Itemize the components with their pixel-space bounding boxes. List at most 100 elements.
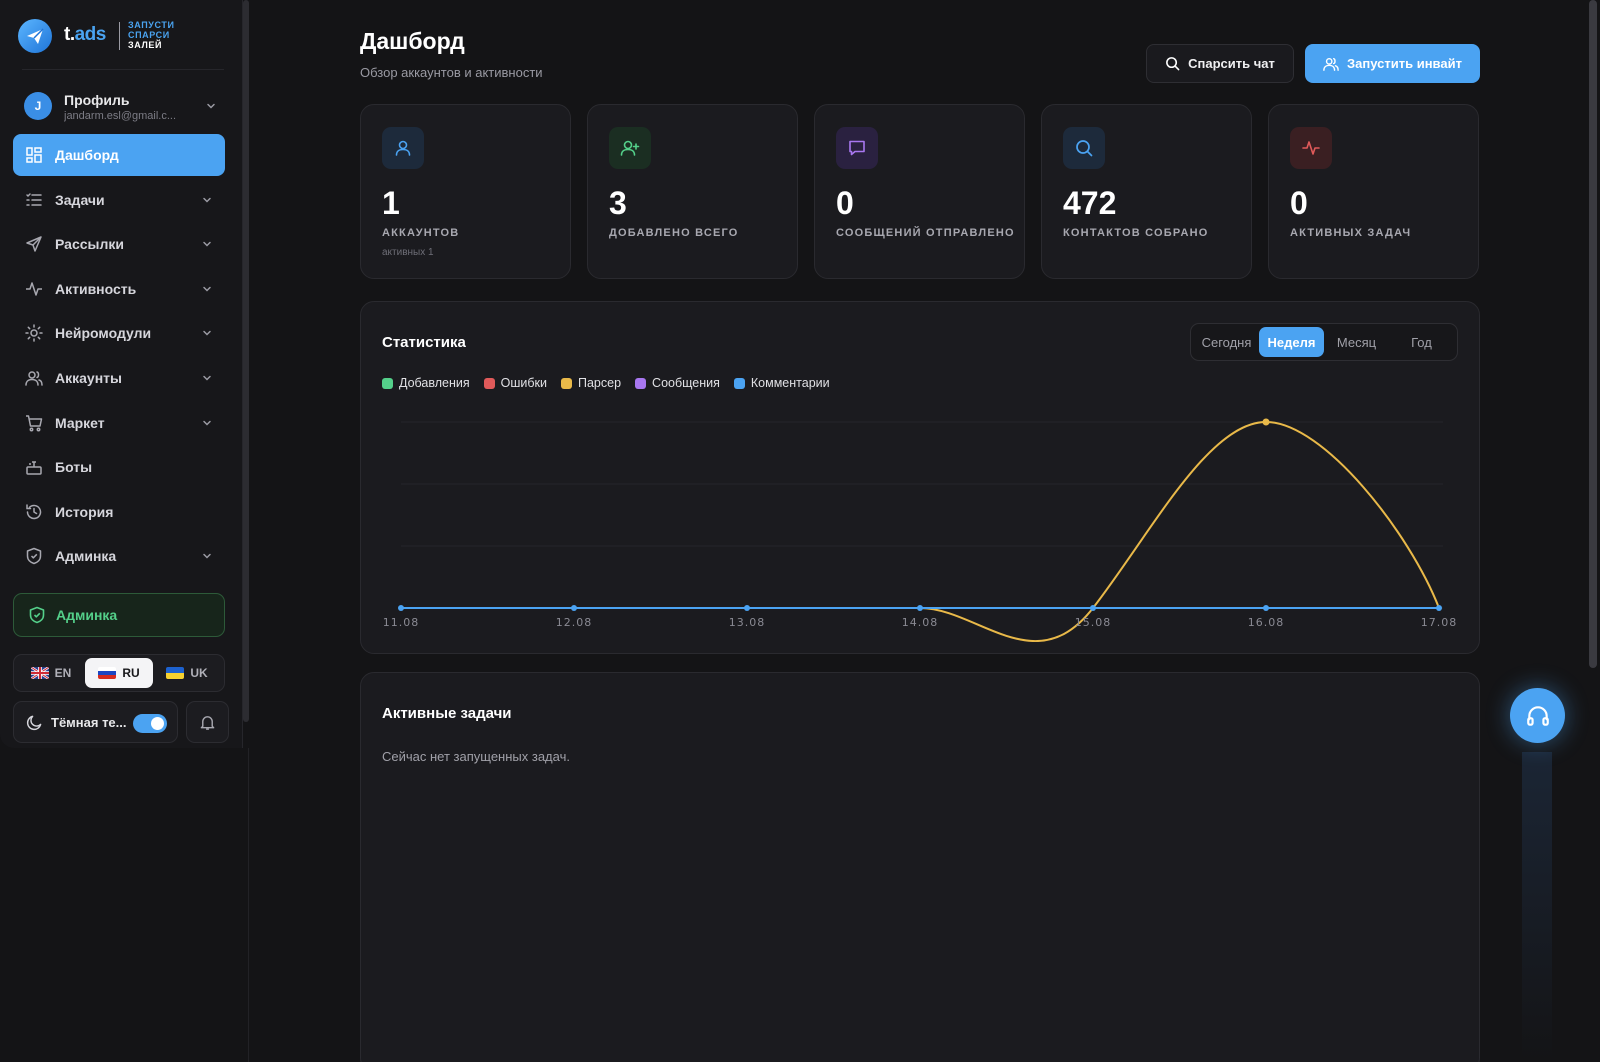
sidebar-item-label: Нейромодули xyxy=(55,325,152,342)
x-tick-label: 11.08 xyxy=(383,616,420,629)
stat-card-accounts: 1 АККАУНТОВ активных 1 xyxy=(360,104,571,279)
series-point[interactable] xyxy=(917,605,923,611)
statistics-title: Статистика xyxy=(382,334,466,351)
sidebar-scrollbar[interactable] xyxy=(243,0,249,722)
x-tick-label: 15.08 xyxy=(1075,616,1112,629)
sidebar-item-label: Аккаунты xyxy=(55,369,122,386)
sidebar-item-label: Маркет xyxy=(55,414,105,431)
uk-flag-icon xyxy=(30,667,49,679)
ua-flag-icon xyxy=(166,667,185,679)
sidebar-item-neuromodules[interactable]: Нейромодули xyxy=(13,312,225,354)
tab-today[interactable]: Сегодня xyxy=(1201,334,1252,350)
lang-en-button[interactable]: EN xyxy=(17,658,85,688)
lang-uk-button[interactable]: UK xyxy=(153,658,221,688)
series-point[interactable] xyxy=(571,605,577,611)
logo-text: t.ads xyxy=(64,24,106,45)
legend-item[interactable]: Добавления xyxy=(382,376,470,390)
chevron-down-icon xyxy=(205,100,217,112)
tab-week[interactable]: Неделя xyxy=(1259,327,1324,357)
tab-month[interactable]: Месяц xyxy=(1336,334,1377,350)
sidebar-item-bots[interactable]: Боты xyxy=(13,446,225,488)
neuro-icon xyxy=(25,324,43,343)
theme-switch[interactable]: Тёмная те... xyxy=(13,701,178,743)
sidebar-item-market[interactable]: Маркет xyxy=(13,402,225,444)
legend-swatch xyxy=(483,377,495,389)
sidebar-item-label: Дашборд xyxy=(55,147,119,163)
profile-menu[interactable]: J Профиль jandarm.esl@gmail.c... xyxy=(20,88,225,126)
parse-chat-button[interactable]: Спарсить чат xyxy=(1146,44,1294,83)
active-tasks-empty-text: Сейчас нет запущенных задач. xyxy=(382,749,570,764)
support-button[interactable] xyxy=(1510,688,1565,743)
series-point[interactable] xyxy=(1090,605,1096,611)
user-icon xyxy=(382,127,424,169)
moon-icon xyxy=(26,714,43,731)
profile-name: Профиль xyxy=(64,92,130,108)
lang-code: UK xyxy=(190,666,208,680)
stat-value: 0 xyxy=(1290,185,1308,221)
sidebar-item-label: Задачи xyxy=(55,191,105,208)
sidebar-item-history[interactable]: История xyxy=(13,491,225,533)
sidebar-item-label: Рассылки xyxy=(55,236,124,253)
chevron-down-icon xyxy=(201,417,213,429)
sidebar-divider xyxy=(22,69,224,70)
headphones-icon xyxy=(1525,703,1551,729)
stat-value: 1 xyxy=(382,185,400,221)
accounts-icon xyxy=(25,369,43,387)
sidebar-item-accounts[interactable]: Аккаунты xyxy=(13,357,225,399)
logo[interactable]: t.ads ЗАПУСТИ СПАРСИ ЗАЛЕЙ xyxy=(18,16,228,56)
pulse-icon xyxy=(1290,127,1332,169)
language-switcher: EN RU UK xyxy=(13,654,225,692)
search-icon xyxy=(1165,56,1188,71)
stat-label: АККАУНТОВ xyxy=(382,227,460,239)
history-icon xyxy=(25,503,43,521)
lang-ru-button[interactable]: RU xyxy=(85,658,153,688)
series-point[interactable] xyxy=(1436,605,1442,611)
series-point[interactable] xyxy=(744,605,750,611)
active-tasks-panel: Активные задачи Сейчас нет запущенных за… xyxy=(360,672,1480,1062)
range-tabs: Сегодня Неделя Месяц Год xyxy=(1190,323,1458,361)
x-tick-label: 14.08 xyxy=(902,616,939,629)
legend-label: Парсер xyxy=(578,376,622,390)
message-icon xyxy=(836,127,878,169)
avatar: J xyxy=(24,92,52,120)
notifications-button[interactable] xyxy=(186,701,229,743)
stat-label: СООБЩЕНИЙ ОТПРАВЛЕНО xyxy=(836,227,1015,239)
sidebar-item-admin[interactable]: Админка xyxy=(13,535,225,577)
legend-item[interactable]: Комментарии xyxy=(733,376,830,390)
legend-item[interactable]: Сообщения xyxy=(635,376,720,390)
tab-year[interactable]: Год xyxy=(1411,334,1432,350)
legend-swatch xyxy=(733,377,745,389)
logo-mark-icon xyxy=(18,19,52,53)
page-scrollbar[interactable] xyxy=(1589,0,1597,668)
legend-label: Добавления xyxy=(399,376,470,390)
bell-icon xyxy=(199,714,216,731)
legend-item[interactable]: Ошибки xyxy=(483,376,547,390)
legend-swatch xyxy=(635,377,647,389)
series-point[interactable] xyxy=(398,605,404,611)
shield-check-icon xyxy=(28,606,46,624)
sidebar-item-dashboard[interactable]: Дашборд xyxy=(13,134,225,176)
parse-chat-label: Спарсить чат xyxy=(1188,56,1275,71)
page-subtitle: Обзор аккаунтов и активности xyxy=(360,65,543,80)
chevron-down-icon xyxy=(201,327,213,339)
profile-email: jandarm.esl@gmail.c... xyxy=(64,110,177,122)
sidebar-item-tasks[interactable]: Задачи xyxy=(13,179,225,221)
sidebar-item-activity[interactable]: Активность xyxy=(13,268,225,310)
dashboard-icon xyxy=(25,146,43,164)
launch-invite-button[interactable]: Запустить инвайт xyxy=(1305,44,1480,83)
sidebar-item-mailings[interactable]: Рассылки xyxy=(13,223,225,265)
series-point[interactable] xyxy=(1262,418,1270,426)
admin-button-label: Админка xyxy=(56,607,118,623)
statistics-panel: Статистика Сегодня Неделя Месяц Год Доба… xyxy=(360,301,1480,654)
legend-label: Ошибки xyxy=(500,376,547,390)
stat-value: 472 xyxy=(1063,185,1117,221)
series-point[interactable] xyxy=(1263,605,1269,611)
chevron-down-icon xyxy=(201,550,213,562)
admin-button[interactable]: Админка xyxy=(13,593,225,637)
ru-flag-icon xyxy=(98,667,117,679)
theme-toggle[interactable] xyxy=(133,714,167,733)
chevron-down-icon xyxy=(201,372,213,384)
sidebar-item-label: Боты xyxy=(55,459,93,476)
legend-item[interactable]: Парсер xyxy=(561,376,621,390)
x-tick-label: 17.08 xyxy=(1421,616,1458,629)
